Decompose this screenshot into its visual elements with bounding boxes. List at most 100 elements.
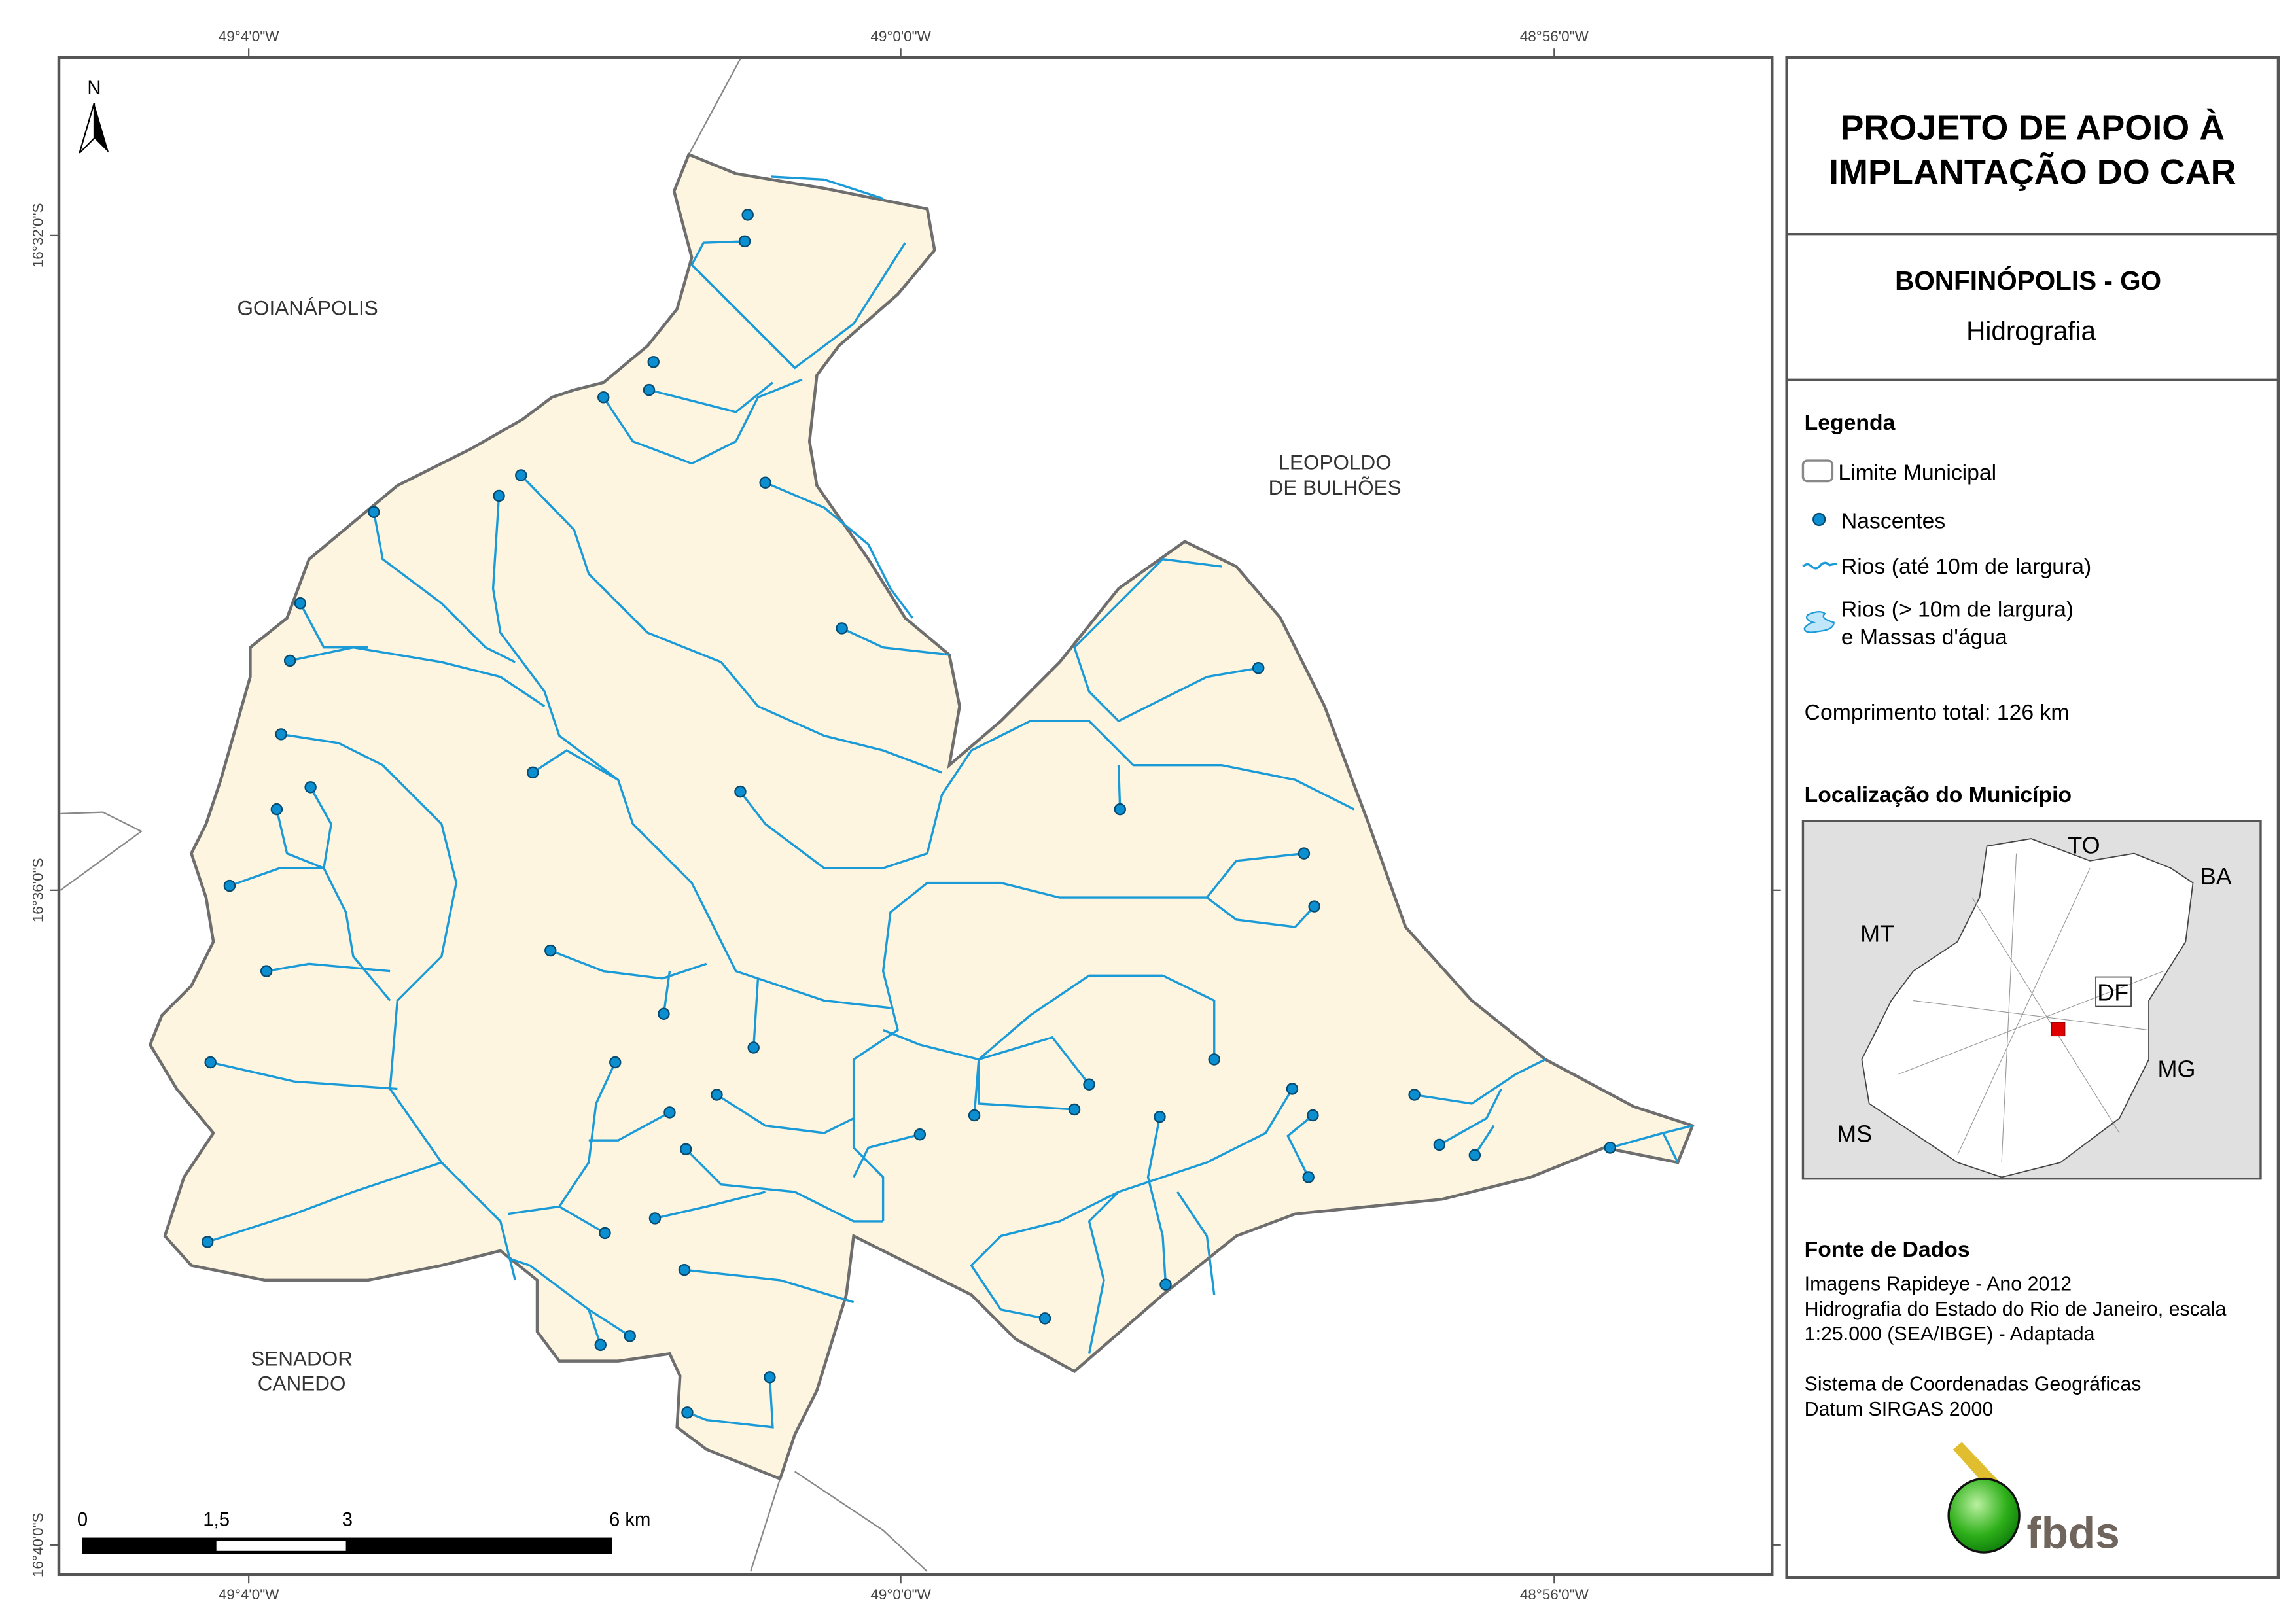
label-senador-2: CANEDO <box>258 1372 346 1395</box>
spring-point <box>643 383 656 396</box>
municipality-highlight <box>2051 1022 2066 1037</box>
spring-point <box>1252 661 1265 674</box>
spring-point <box>1604 1142 1617 1154</box>
legend-item-springs: Nascentes <box>1841 509 1945 534</box>
spring-point <box>515 469 527 481</box>
spring-point <box>711 1089 723 1101</box>
source-line: Sistema de Coordenadas Geográficas <box>1805 1374 2142 1395</box>
spring-point <box>759 476 771 489</box>
river <box>532 749 619 781</box>
svg-text:TO: TO <box>2068 832 2100 859</box>
source-line: Imagens Rapideye - Ano 2012 <box>1805 1274 2072 1295</box>
river-line-icon <box>1802 561 1837 570</box>
spring-point <box>1083 1078 1095 1091</box>
spring-point <box>270 803 283 816</box>
total-length: Comprimento total: 126 km <box>1805 700 2070 725</box>
spring-point <box>1308 900 1320 913</box>
spring-point <box>1307 1109 1319 1122</box>
spring-point <box>913 1128 927 1141</box>
legend-boundary-swatch <box>1801 459 1834 483</box>
coord-bottom-2: 49°0'0"W <box>870 1586 931 1603</box>
legend-heading: Legenda <box>1805 410 1896 435</box>
spring-point <box>1302 1171 1315 1183</box>
svg-text:N: N <box>87 78 101 99</box>
title-line-2: IMPLANTAÇÃO DO CAR <box>1829 152 2236 192</box>
spring-point <box>738 235 751 248</box>
spring-point <box>304 781 317 794</box>
spring-point <box>1154 1111 1166 1123</box>
river <box>207 1161 766 1244</box>
coord-left-3: 16°40'0"S <box>29 1512 46 1577</box>
spring-point <box>747 1041 760 1054</box>
spring-point <box>1038 1312 1051 1325</box>
spring-point <box>260 965 273 977</box>
spring-point <box>294 597 307 610</box>
legend-item-water-bodies: e Massas d'água <box>1841 625 2007 650</box>
river <box>686 1191 1216 1429</box>
spring-point <box>368 506 380 518</box>
svg-text:fbds: fbds <box>2026 1509 2119 1558</box>
river <box>685 1094 883 1223</box>
coord-top-3: 48°56'0"W <box>1520 28 1589 44</box>
svg-text:0: 0 <box>77 1510 88 1531</box>
label-senador-1: SENADOR <box>251 1346 353 1370</box>
legend-item-small-rivers: Rios (até 10m de largura) <box>1841 554 2091 579</box>
source-line: 1:25.000 (SEA/IBGE) - Adaptada <box>1805 1323 2095 1345</box>
label-leopoldo-2: DE BULHÕES <box>1269 476 1402 499</box>
spring-point <box>1208 1053 1220 1066</box>
scale-bar: 0 1,5 3 6 km <box>77 1510 650 1554</box>
legend-item-large-rivers: Rios (> 10m de largura) <box>1841 597 2074 621</box>
river <box>372 512 516 663</box>
spring-point <box>1286 1083 1299 1095</box>
rivers <box>207 175 1693 1429</box>
label-goianapolis: GOIANÁPOLIS <box>238 296 378 319</box>
spring-point <box>527 766 539 779</box>
spring-point <box>624 1330 636 1342</box>
spring-point <box>594 1338 607 1352</box>
neighbor-boundaries <box>60 58 928 1573</box>
river <box>507 1062 671 1215</box>
river <box>281 627 950 1281</box>
spring-point <box>1408 1089 1421 1101</box>
spring-point <box>679 1143 692 1155</box>
svg-text:DF: DF <box>2097 979 2128 1006</box>
spring-point <box>1468 1149 1481 1161</box>
spring-point <box>648 1212 662 1225</box>
north-arrow-icon: N <box>79 78 109 154</box>
sources-heading: Fonte de Dados <box>1805 1237 1970 1262</box>
fbds-logo: fbds <box>1947 1442 2120 1558</box>
source-line: Datum SIRGAS 2000 <box>1805 1399 1994 1420</box>
map-theme: Hidrografia <box>1966 316 2096 346</box>
river <box>520 474 943 774</box>
municipality-name: BONFINÓPOLIS - GO <box>1895 266 2161 296</box>
coord-bottom-3: 48°56'0"W <box>1520 1586 1589 1603</box>
water-body-icon <box>1803 610 1835 633</box>
spring-point <box>734 785 747 798</box>
label-leopoldo-1: LEOPOLDO <box>1279 451 1392 474</box>
spring-point <box>597 391 610 404</box>
coord-top-2: 49°0'0"W <box>870 28 931 44</box>
svg-text:MG: MG <box>2158 1056 2196 1083</box>
svg-text:6 km: 6 km <box>609 1510 650 1531</box>
legend-item-boundary: Limite Municipal <box>1838 460 1996 485</box>
river <box>229 867 391 973</box>
river <box>602 378 803 465</box>
coord-bottom-1: 49°4'0"W <box>219 1586 279 1603</box>
coord-top-1: 49°4'0"W <box>219 28 279 44</box>
spring-point <box>663 1106 676 1119</box>
spring-point <box>544 944 557 957</box>
river <box>507 1257 855 1346</box>
river <box>491 495 891 1009</box>
spring-point <box>1068 1103 1081 1116</box>
river <box>765 481 913 619</box>
river <box>690 175 906 370</box>
spring-point <box>678 1263 691 1276</box>
springs <box>201 209 1617 1419</box>
source-line: Hidrografia do Estado do Rio de Janeiro,… <box>1805 1299 2227 1320</box>
spring-point <box>599 1227 611 1240</box>
river <box>550 949 707 980</box>
svg-text:BA: BA <box>2200 863 2232 890</box>
river <box>1073 557 1259 723</box>
svg-text:3: 3 <box>342 1510 353 1531</box>
